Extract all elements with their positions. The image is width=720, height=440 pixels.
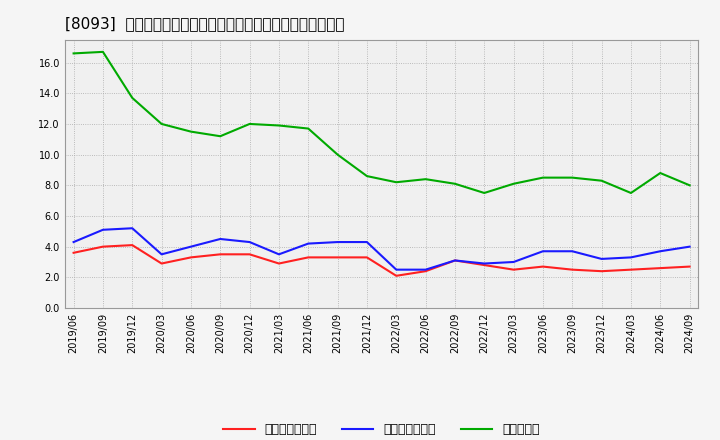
売上債権回転率 (363, 255, 372, 260)
買入債務回転率 (363, 239, 372, 245)
買入債務回転率 (421, 267, 430, 272)
売上債権回転率 (568, 267, 577, 272)
買入債務回転率 (274, 252, 283, 257)
売上債権回転率 (598, 268, 606, 274)
在庫回転率 (685, 183, 694, 188)
買入債務回転率 (626, 255, 635, 260)
売上債権回転率 (333, 255, 342, 260)
売上債権回転率 (451, 258, 459, 263)
売上債権回転率 (480, 262, 489, 268)
買入債務回転率 (128, 226, 137, 231)
在庫回転率 (186, 129, 195, 134)
在庫回転率 (451, 181, 459, 187)
在庫回転率 (568, 175, 577, 180)
在庫回転率 (392, 180, 400, 185)
在庫回転率 (539, 175, 547, 180)
売上債権回転率 (216, 252, 225, 257)
買入債務回転率 (480, 261, 489, 266)
売上債権回転率 (509, 267, 518, 272)
売上債権回転率 (186, 255, 195, 260)
売上債権回転率 (69, 250, 78, 256)
在庫回転率 (509, 181, 518, 187)
売上債権回転率 (421, 268, 430, 274)
Line: 売上債権回転率: 売上債権回転率 (73, 245, 690, 276)
買入債務回転率 (216, 236, 225, 242)
売上債権回転率 (626, 267, 635, 272)
買入債務回転率 (509, 259, 518, 264)
売上債権回転率 (274, 261, 283, 266)
売上債権回転率 (685, 264, 694, 269)
買入債務回転率 (99, 227, 107, 232)
買入債務回転率 (392, 267, 400, 272)
売上債権回転率 (246, 252, 254, 257)
売上債権回転率 (128, 242, 137, 248)
買入債務回転率 (451, 258, 459, 263)
買入債務回転率 (304, 241, 312, 246)
売上債権回転率 (157, 261, 166, 266)
在庫回転率 (598, 178, 606, 183)
在庫回転率 (480, 191, 489, 196)
在庫回転率 (363, 173, 372, 179)
在庫回転率 (333, 152, 342, 157)
買入債務回転率 (656, 249, 665, 254)
買入債務回転率 (246, 239, 254, 245)
Text: [8093]  売上債権回転率、買入債務回転率、在庫回転率の推移: [8093] 売上債権回転率、買入債務回転率、在庫回転率の推移 (65, 16, 344, 32)
在庫回転率 (274, 123, 283, 128)
在庫回転率 (656, 170, 665, 176)
買入債務回転率 (539, 249, 547, 254)
買入債務回転率 (568, 249, 577, 254)
売上債権回転率 (656, 265, 665, 271)
売上債権回転率 (304, 255, 312, 260)
売上債権回転率 (99, 244, 107, 249)
在庫回転率 (421, 176, 430, 182)
買入債務回転率 (157, 252, 166, 257)
在庫回転率 (69, 51, 78, 56)
買入債務回転率 (598, 256, 606, 261)
買入債務回転率 (685, 244, 694, 249)
Legend: 売上債権回転率, 買入債務回転率, 在庫回転率: 売上債権回転率, 買入債務回転率, 在庫回転率 (218, 418, 545, 440)
買入債務回転率 (333, 239, 342, 245)
Line: 在庫回転率: 在庫回転率 (73, 52, 690, 193)
買入債務回転率 (69, 239, 78, 245)
在庫回転率 (626, 191, 635, 196)
売上債権回転率 (392, 273, 400, 279)
Line: 買入債務回転率: 買入債務回転率 (73, 228, 690, 270)
売上債権回転率 (539, 264, 547, 269)
在庫回転率 (128, 95, 137, 100)
在庫回転率 (157, 121, 166, 127)
在庫回転率 (99, 49, 107, 55)
買入債務回転率 (186, 244, 195, 249)
在庫回転率 (304, 126, 312, 131)
在庫回転率 (246, 121, 254, 127)
在庫回転率 (216, 134, 225, 139)
